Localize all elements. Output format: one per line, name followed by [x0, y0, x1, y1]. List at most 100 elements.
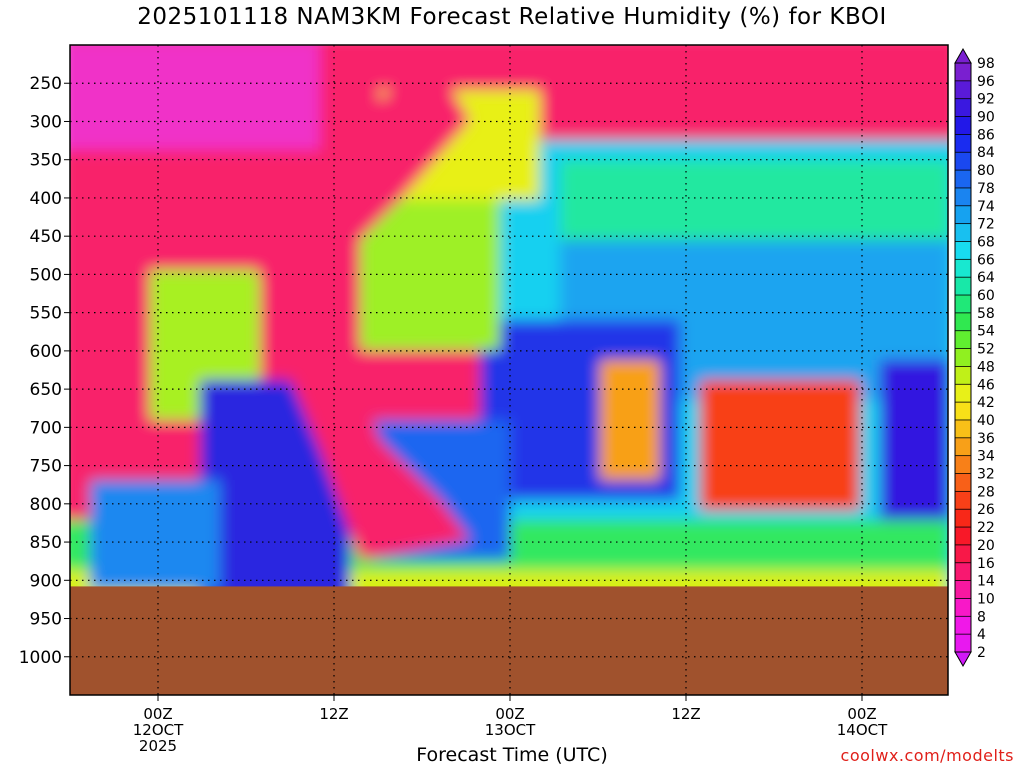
colorbar-segment: [955, 63, 971, 82]
colorbar-segment: [955, 187, 971, 207]
y-tick-label: 550: [30, 304, 62, 324]
x-tick-label: 12Z: [319, 705, 348, 723]
y-tick-label: 900: [30, 571, 62, 591]
colorbar-segment: [955, 295, 971, 314]
colorbar-segment: [955, 205, 971, 225]
ground-area: [70, 637, 948, 695]
colorbar-segment: [955, 527, 971, 546]
plot-frame: [69, 44, 949, 696]
colorbar-label: 60: [977, 288, 995, 304]
colorbar-segment: [955, 491, 971, 510]
chart-title: 2025101118 NAM3KM Forecast Relative Humi…: [137, 4, 887, 30]
colorbar-segment: [955, 348, 971, 367]
colorbar-segment: [955, 562, 971, 582]
colorbar-label: 84: [977, 145, 995, 161]
humidity-field: [70, 45, 948, 695]
colorbar-label: 42: [977, 395, 995, 411]
colorbar-segment: [955, 402, 971, 421]
colorbar-label: 8: [977, 609, 986, 625]
x-tick-label: 00Z: [847, 705, 876, 723]
colorbar-label: 2: [977, 645, 986, 661]
colorbar-label: 72: [977, 217, 995, 233]
colorbar-label: 58: [977, 306, 995, 322]
credit-link[interactable]: coolwx.com/modelts: [840, 746, 1014, 765]
y-tick-label: 850: [30, 533, 62, 553]
colorbar-label: 28: [977, 484, 995, 500]
x-tick-label: 14OCT: [837, 721, 888, 739]
colorbar-label: 68: [977, 234, 995, 250]
y-tick-label: 600: [30, 342, 62, 362]
colorbar-segment: [955, 170, 971, 189]
x-tick-label: 13OCT: [485, 721, 536, 739]
y-axis: 250 300 350 400 450 500 550 600 650 700 750 800 850 9…: [19, 74, 70, 668]
colorbar-label: 36: [977, 431, 995, 447]
colorbar-label: 90: [977, 110, 995, 126]
colorbar-segment: [955, 616, 971, 635]
y-tick-label: 400: [30, 189, 62, 209]
grid-lines: [70, 45, 948, 695]
colorbar-label: 48: [977, 359, 995, 375]
colorbar-label: 66: [977, 252, 995, 268]
colorbar-bottom-arrow: [954, 651, 972, 668]
colorbar-label: 34: [977, 449, 995, 465]
colorbar-label: 78: [977, 181, 995, 197]
colorbar-label: 86: [977, 127, 995, 143]
colorbar-label: 54: [977, 324, 995, 340]
x-tick-label: 12OCT: [133, 721, 184, 739]
colorbar-top-arrow: [954, 47, 972, 64]
x-tick-label: 00Z: [495, 705, 524, 723]
colorbar-label: 92: [977, 92, 995, 108]
colorbar-label: 26: [977, 502, 995, 518]
colorbar-segment: [955, 473, 971, 492]
colorbar-label: 74: [977, 199, 995, 215]
y-tick-label: 650: [30, 380, 62, 400]
colorbar-segment: [955, 455, 971, 475]
colorbar-label: 96: [977, 74, 995, 90]
colorbar-segment: [955, 544, 971, 564]
colorbar-label: 80: [977, 163, 995, 179]
colorbar-segment: [955, 598, 971, 617]
y-tick-label: 800: [30, 495, 62, 515]
y-tick-label: 1000: [19, 648, 62, 668]
colorbar-segment: [955, 259, 971, 278]
colorbar-segment: [955, 366, 971, 385]
colorbar-segment: [955, 437, 971, 457]
colorbar-segment: [955, 152, 971, 171]
colorbar-segment: [955, 384, 971, 403]
colorbar-segment: [955, 241, 971, 260]
colorbar-segment: [955, 98, 971, 118]
colorbar-segment: [955, 634, 971, 653]
colorbar-segment: [955, 277, 971, 296]
colorbar-label: 40: [977, 413, 995, 429]
colorbar-label: 98: [977, 56, 995, 72]
y-tick-label: 250: [30, 74, 62, 94]
colorbar-segment: [955, 134, 971, 153]
colorbar-label: 10: [977, 591, 995, 607]
y-tick-label: 350: [30, 151, 62, 171]
colorbar-label: 46: [977, 377, 995, 393]
colorbar-segment: [955, 116, 971, 135]
colorbar-segment: [955, 330, 971, 350]
colorbar-segment: [955, 580, 971, 599]
colorbar-label: 22: [977, 520, 995, 536]
colorbar-segment: [955, 419, 971, 439]
y-tick-label: 450: [30, 227, 62, 247]
y-tick-label: 500: [30, 265, 62, 285]
x-tick-label: 12Z: [671, 705, 700, 723]
x-axis-label: Forecast Time (UTC): [416, 744, 608, 766]
colorbar-segment: [955, 223, 971, 242]
colorbar-label: 14: [977, 574, 995, 590]
x-tick-label: 00Z: [143, 705, 172, 723]
colorbar-label: 52: [977, 342, 995, 358]
x-tick-label: 2025: [139, 737, 177, 755]
colorbar-segment: [955, 509, 971, 528]
y-tick-label: 750: [30, 457, 62, 477]
colorbar-label: 20: [977, 538, 995, 554]
colorbar-label: 16: [977, 556, 995, 572]
colorbar-segment: [955, 312, 971, 332]
colorbar-segment: [955, 80, 971, 100]
colorbar-label: 64: [977, 270, 995, 286]
